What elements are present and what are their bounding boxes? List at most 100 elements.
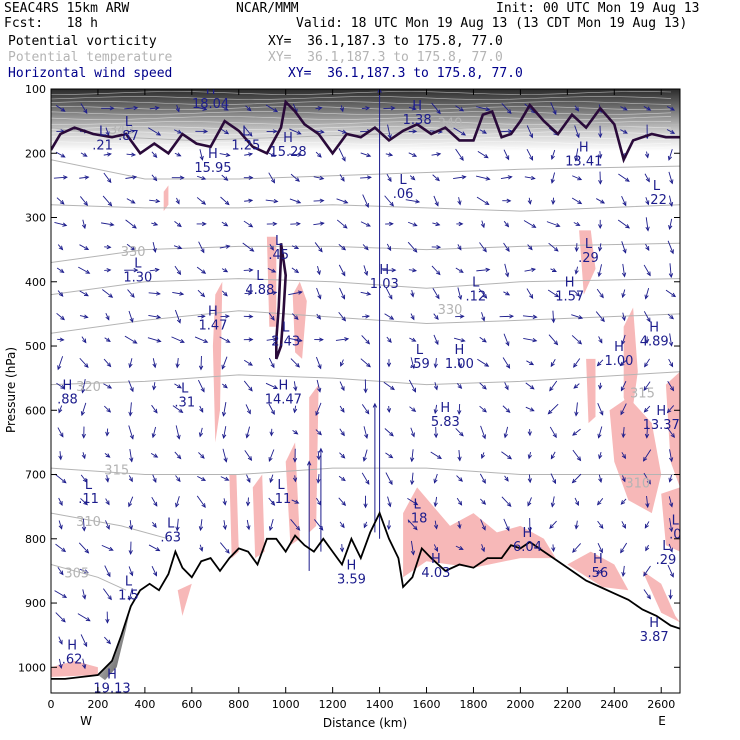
wind-arrow [597,520,604,529]
wind-arrow-head [411,337,417,342]
wind-arrow-head [549,386,554,392]
wind-arrow [645,544,650,552]
wind-arrow [175,197,180,205]
wind-arrow-shaft [221,106,229,111]
wind-arrow-shaft [645,287,650,299]
wind-arrow-head [547,409,553,415]
wind-arrow-head [83,109,88,114]
hl-marker: H13.41 [565,141,602,170]
wind-arrow-head [669,527,674,533]
wind-arrow-head [387,246,392,252]
wind-arrow [291,267,300,274]
wind-arrow [269,428,274,437]
wind-arrow [104,244,112,250]
wind-arrow-head [341,245,347,251]
wind-arrow-head [531,223,537,228]
hl-marker-letter: H [523,526,533,541]
hl-marker: H18.04 [192,89,229,112]
wind-arrow [386,520,392,531]
strato-theta-line [51,141,672,145]
wind-arrow-shaft [339,381,345,391]
wind-arrow [503,220,510,228]
wind-arrow-head [507,455,513,460]
wind-arrow-head [577,200,583,205]
wind-arrow-head [578,315,584,320]
wind-arrow-head [84,363,89,368]
wind-arrow-shaft [81,336,87,343]
wind-arrow [292,429,299,435]
wind-arrow-shaft [339,428,345,436]
wind-arrow-head [247,291,253,296]
wind-arrow-head [341,271,346,277]
wind-arrow [573,358,581,368]
wind-arrow-shaft [550,473,556,484]
wind-arrow-head [668,477,673,483]
wind-arrow-shaft [196,175,206,180]
wind-arrow-head [130,246,136,251]
wind-arrow-shaft [243,380,253,392]
wind-arrow-shaft [481,220,485,228]
wind-arrow-shaft [599,151,601,159]
wind-arrow-shaft [244,450,252,461]
wind-arrow [269,244,274,251]
wind-arrow [268,172,276,184]
wind-arrow-head [155,291,161,296]
wind-arrow-head [388,294,393,300]
wind-arrow-head [129,434,134,440]
wind-arrow [313,198,325,203]
wind-arrow-head [60,153,66,158]
wind-arrow-shaft [386,336,392,343]
wind-arrow-shaft [151,174,157,181]
wind-arrow-shaft [409,337,416,342]
wind-arrow-head [340,408,345,413]
hl-marker-value: 1.38 [403,113,432,128]
wind-arrow [335,337,350,342]
wind-arrow [221,356,228,370]
wind-arrow-head [342,224,348,229]
wind-arrow [196,197,207,205]
wind-arrow [268,312,275,321]
wind-arrow [81,426,86,439]
wind-arrow-head [669,179,674,185]
wind-arrow [383,106,396,111]
wind-arrow [456,497,463,506]
wind-arrow [502,405,511,413]
wind-arrow-head [482,247,487,253]
wind-arrow-shaft [575,520,578,529]
wind-arrow [502,357,511,369]
wind-arrow-shaft [106,475,109,482]
wind-arrow [79,568,89,574]
wind-arrow-head [550,362,555,368]
wind-arrow [548,334,559,346]
wind-arrow-shaft [315,402,322,416]
wind-arrow [667,149,673,161]
wind-arrow-shaft [124,335,137,344]
wind-arrow [151,151,158,159]
theta-contour [51,467,680,475]
wind-arrow [174,152,182,157]
wind-arrow [598,243,603,252]
wind-arrow-head [83,201,89,206]
wind-arrow-head [413,501,419,506]
wind-arrow [503,242,510,253]
wind-arrow [288,290,303,296]
y-tick-label: 300 [25,212,46,225]
wind-arrow-head [198,432,204,438]
wind-arrow-shaft [223,520,226,530]
wind-arrow-head [621,433,626,439]
wind-arrow-shaft [504,426,509,438]
wind-arrow-head [412,268,418,273]
wind-arrow-shaft [317,451,320,460]
wind-arrow-shaft [503,518,510,531]
wind-arrow [527,197,532,205]
wind-arrow-shaft [666,129,675,134]
wind-arrow-shaft [219,336,230,343]
wind-arrow-shaft [385,153,393,156]
wind-arrow-head [317,106,323,111]
wind-arrow-shaft [129,402,132,416]
wind-arrow [125,175,138,180]
wind-arrow-head [434,315,439,321]
wind-arrow-head [410,315,415,321]
wind-arrow-head [504,476,509,482]
wind-arrow-head [154,106,160,111]
